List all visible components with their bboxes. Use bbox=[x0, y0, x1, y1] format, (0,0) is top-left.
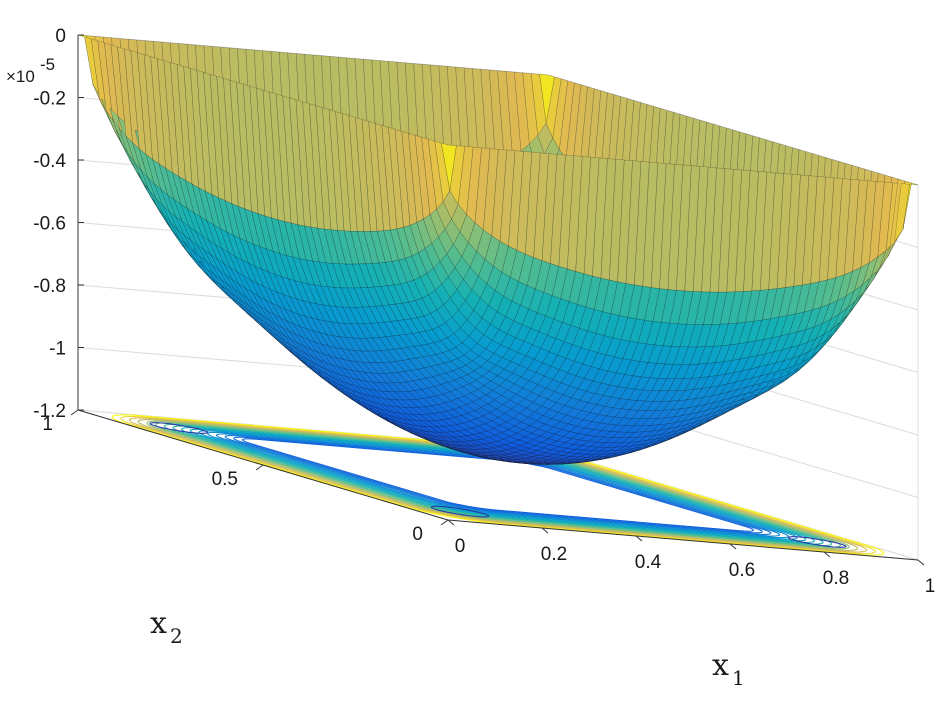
x-tick-mark bbox=[635, 535, 643, 542]
contour-line bbox=[149, 422, 209, 434]
x-tick-mark bbox=[447, 519, 455, 526]
y-tick-label: 0.5 bbox=[212, 469, 238, 490]
y-axis-label-sub: 2 bbox=[170, 624, 183, 648]
z-tick-label: 0 bbox=[55, 26, 66, 47]
z-tick-label: -1 bbox=[49, 339, 66, 360]
y-tick-mark bbox=[70, 409, 79, 416]
z-tick-label: -0.4 bbox=[33, 151, 66, 172]
z-tick-label: -0.6 bbox=[33, 214, 66, 235]
axes: 0 -0.2 -0.4 -0.6 -0.8 -1 -1.2 0 0.5 1 0 0.2 0.4 0.6 0.… bbox=[33, 26, 935, 597]
x-tick-mark bbox=[541, 527, 549, 534]
x-tick-mark bbox=[917, 559, 925, 566]
x-tick-label: 0.2 bbox=[541, 544, 567, 565]
contour-line bbox=[787, 536, 847, 548]
x-axis-line bbox=[447, 519, 919, 561]
surface-mesh bbox=[77, 34, 919, 465]
x-axis-label-sub: 1 bbox=[732, 666, 745, 690]
y-tick-mark bbox=[440, 519, 449, 526]
z-multiplier-exponent: -5 bbox=[40, 55, 55, 74]
z-tick-label: -1.2 bbox=[33, 401, 66, 422]
z-tick-label: -0.8 bbox=[33, 276, 66, 297]
y-tick-mark bbox=[255, 464, 264, 471]
surface-patch bbox=[902, 182, 919, 230]
z-multiplier-base: ×10 bbox=[6, 67, 35, 86]
x-tick-mark bbox=[729, 543, 737, 550]
x-tick-label: 0.4 bbox=[635, 552, 662, 573]
x-tick-label: 1 bbox=[925, 576, 936, 597]
x-tick-mark bbox=[823, 551, 831, 558]
y-tick-label: 1 bbox=[42, 414, 53, 435]
contour-line bbox=[430, 505, 490, 518]
x-axis-label: x bbox=[712, 648, 729, 683]
x-tick-label: 0.8 bbox=[823, 568, 849, 589]
x-tick-label: 0 bbox=[455, 536, 466, 557]
x-tick-label: 0.6 bbox=[729, 560, 755, 581]
y-axis-label: x bbox=[150, 606, 167, 641]
z-tick-label: -0.2 bbox=[33, 89, 66, 110]
y-tick-label: 0 bbox=[412, 524, 423, 545]
